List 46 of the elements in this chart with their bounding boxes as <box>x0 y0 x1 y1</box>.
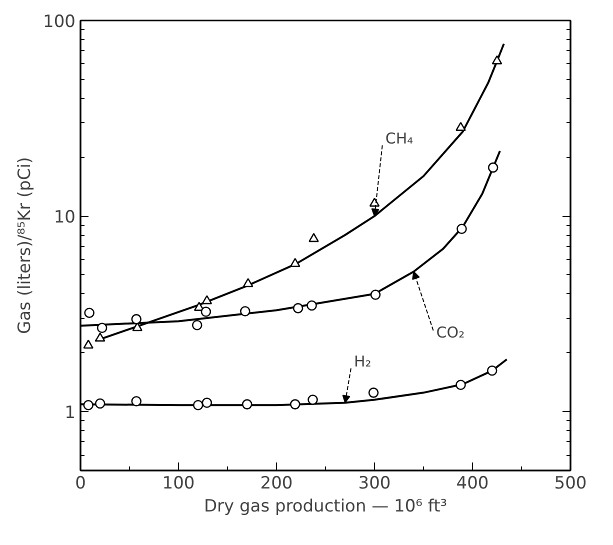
x-tick-label: 300 <box>358 474 391 494</box>
y-tick-label: 10 <box>54 208 76 228</box>
point <box>131 314 142 324</box>
point <box>192 400 204 410</box>
point <box>368 388 379 398</box>
point <box>242 399 252 410</box>
x-axis-title: Dry gas production — 10⁶ ft³ <box>204 496 448 516</box>
y-tick-label: 1 <box>64 403 76 424</box>
point <box>242 278 254 288</box>
point <box>486 366 498 376</box>
point <box>192 320 202 330</box>
point <box>488 162 498 173</box>
point <box>131 396 142 406</box>
point <box>202 398 212 408</box>
point <box>84 308 94 318</box>
point <box>83 340 94 349</box>
point <box>200 306 212 317</box>
point <box>306 300 317 311</box>
point <box>240 306 250 316</box>
point <box>94 398 106 409</box>
point <box>492 55 502 64</box>
x-tick-label: 100 <box>162 474 195 494</box>
point <box>96 322 108 334</box>
point <box>290 399 300 410</box>
x-tick-label: 500 <box>554 474 587 494</box>
point <box>308 394 318 405</box>
point <box>370 290 381 300</box>
point <box>456 122 466 131</box>
point <box>83 400 94 410</box>
point <box>292 303 304 314</box>
point <box>94 332 106 342</box>
x-tick-label: 400 <box>456 474 489 494</box>
x-tick-label: 0 <box>75 474 86 494</box>
annotation: CH₄ <box>385 129 414 148</box>
x-tick-label: 200 <box>260 474 293 494</box>
annotation: CO₂ <box>436 323 465 342</box>
y-tick-label: 100 <box>43 12 76 32</box>
point <box>456 224 467 234</box>
point <box>369 198 380 207</box>
point <box>290 258 300 268</box>
point <box>308 232 319 242</box>
point <box>456 380 466 390</box>
y-axis-title: Gas (liters)/⁸⁵Kr (pCi) <box>15 156 36 334</box>
point <box>202 295 212 304</box>
annotation: H₂ <box>354 352 372 370</box>
point <box>194 302 204 311</box>
